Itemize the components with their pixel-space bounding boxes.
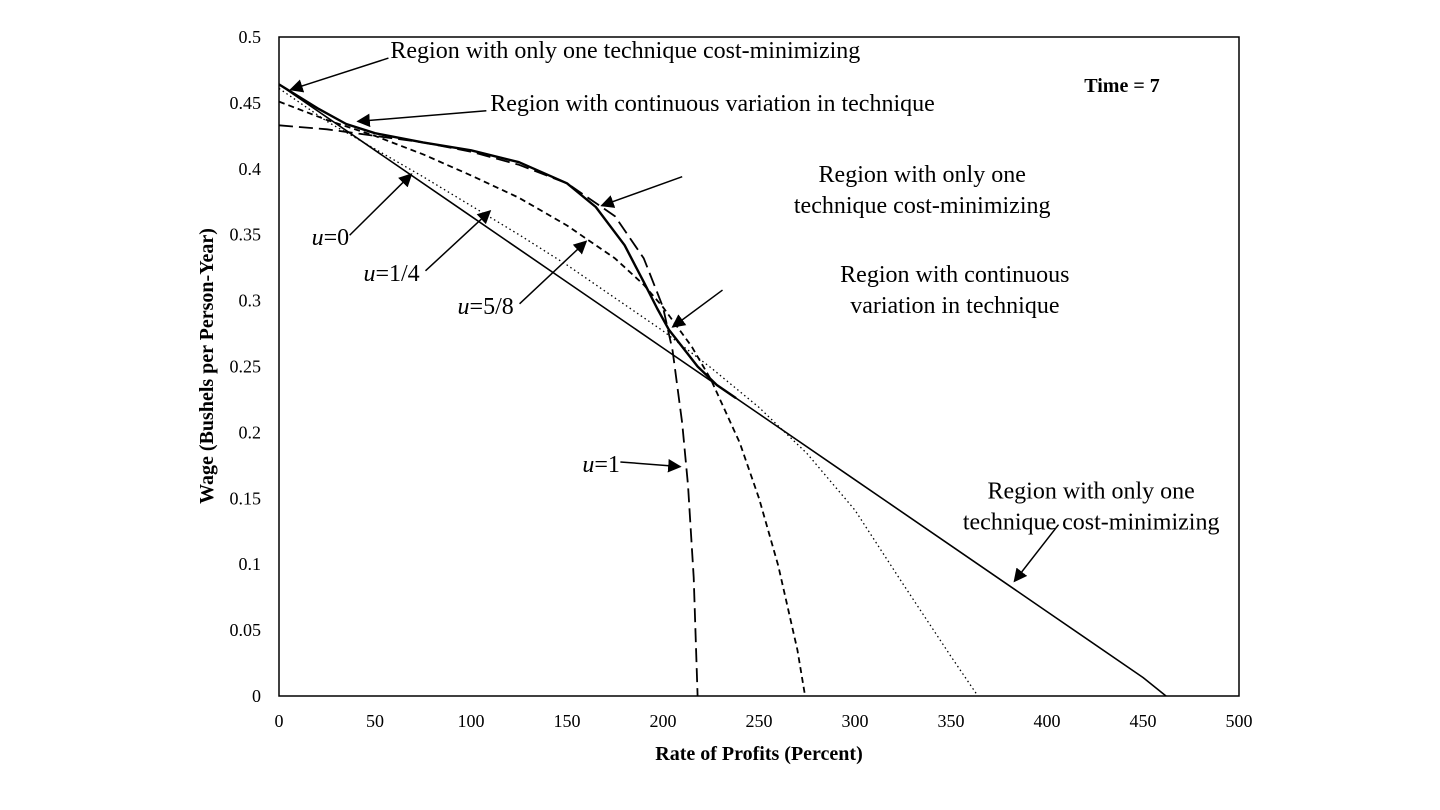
curve-label-arrow bbox=[519, 240, 588, 305]
curve-labels: u=0 u=1/4 u=5/8 u=1 bbox=[312, 173, 682, 478]
x-tick-label: 300 bbox=[842, 711, 869, 731]
x-tick-label: 500 bbox=[1226, 711, 1253, 731]
series-line-u-0 bbox=[278, 83, 1167, 697]
x-tick-label: 250 bbox=[746, 711, 773, 731]
y-tick-label: 0.1 bbox=[239, 554, 262, 574]
curve-label: u=1 bbox=[582, 452, 620, 478]
y-tick-label: 0.4 bbox=[239, 159, 262, 179]
y-tick-label: 0.45 bbox=[230, 93, 262, 113]
curve-label-arrow bbox=[424, 210, 492, 272]
series-line-u-1 bbox=[278, 124, 699, 697]
region-annotation: Region with continuous variation in techn… bbox=[840, 262, 1069, 319]
x-tick-label: 100 bbox=[458, 711, 485, 731]
x-tick-label: 450 bbox=[1130, 711, 1157, 731]
y-tick-label: 0.15 bbox=[230, 488, 262, 508]
x-axis-title: Rate of Profits (Percent) bbox=[655, 743, 863, 765]
series-line-u-5-8 bbox=[278, 100, 806, 697]
y-tick-label: 0.3 bbox=[239, 291, 262, 311]
curve-label-arrow bbox=[349, 173, 413, 236]
x-tick-label: 0 bbox=[275, 711, 284, 731]
x-tick-label: 150 bbox=[554, 711, 581, 731]
curve-label-arrow bbox=[620, 458, 682, 473]
annotation-arrow bbox=[671, 289, 723, 328]
annotation-arrow bbox=[356, 110, 487, 128]
curve-label: u=1/4 bbox=[363, 261, 419, 287]
annotation-arrow bbox=[1013, 524, 1060, 583]
y-tick-label: 0.25 bbox=[230, 357, 262, 377]
y-tick-label: 0.2 bbox=[239, 422, 262, 442]
region-annotation: Region with only one technique cost-minim… bbox=[963, 478, 1220, 535]
series-line-envelope bbox=[278, 83, 737, 400]
x-tick-labels: 0 50 100 150 200 250 300 350 400 450 500 bbox=[275, 711, 1253, 731]
time-label: Time = 7 bbox=[1084, 75, 1159, 97]
curve-label: u=0 bbox=[312, 225, 350, 251]
series-layer bbox=[278, 83, 1167, 697]
y-tick-label: 0.35 bbox=[230, 225, 262, 245]
annotations: Region with only one technique cost-mini… bbox=[289, 38, 1220, 583]
region-annotation: Region with only one technique cost-minim… bbox=[794, 162, 1051, 219]
y-tick-labels: 0 0.05 0.1 0.15 0.2 0.25 0.3 0.35 0.4 0.45 0.5 bbox=[230, 27, 262, 706]
region-annotation: Region with only one technique cost-mini… bbox=[390, 38, 860, 64]
y-tick-label: 0.5 bbox=[239, 27, 262, 47]
x-tick-label: 400 bbox=[1034, 711, 1061, 731]
y-tick-label: 0 bbox=[252, 686, 261, 706]
annotation-arrow bbox=[289, 57, 389, 93]
x-tick-label: 50 bbox=[366, 711, 384, 731]
region-annotation: Region with continuous variation in tech… bbox=[490, 91, 935, 117]
x-tick-label: 350 bbox=[938, 711, 965, 731]
x-tick-label: 200 bbox=[650, 711, 677, 731]
y-axis-title: Wage (Bushels per Person-Year) bbox=[196, 228, 218, 504]
plot-frame bbox=[278, 36, 1240, 697]
annotation-arrow bbox=[600, 176, 683, 208]
curve-label: u=5/8 bbox=[458, 294, 514, 320]
y-tick-label: 0.05 bbox=[230, 620, 262, 640]
